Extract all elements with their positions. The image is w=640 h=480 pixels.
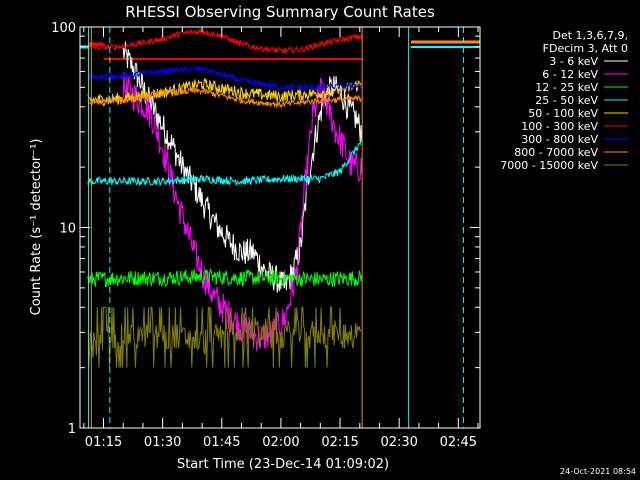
axis-ticks: 1 10 100 01:15 01:30 01:45 02:00 02:15 02:30 02:4… [51, 21, 480, 450]
x-tick-label: 01:45 [203, 435, 240, 450]
x-tick-label: 02:15 [321, 435, 358, 450]
legend-header-line-2: FDecim 3, Att 0 [543, 42, 628, 55]
series-layer [87, 28, 363, 369]
y-tick-label: 1 [68, 422, 76, 437]
legend-entry-label: 25 - 50 keV [535, 94, 598, 107]
chart-title: RHESSI Observing Summary Count Rates [125, 3, 435, 21]
x-tick-label: 02:45 [440, 435, 477, 450]
x-tick-label: 01:30 [144, 435, 181, 450]
series-line-6 [87, 28, 363, 54]
series-line-3 [87, 267, 363, 288]
legend-header-line-1: Det 1,3,6,7,9, [552, 29, 628, 42]
y-tick-label: 100 [51, 21, 76, 36]
series-line-7 [87, 65, 363, 92]
y-axis-label: Count Rate (s⁻¹ detector⁻¹) [29, 139, 44, 316]
x-tick-label: 02:30 [380, 435, 417, 450]
legend-entry-label: 12 - 25 keV [535, 81, 598, 94]
x-tick-label: 01:15 [85, 435, 122, 450]
flag-bars [80, 40, 480, 60]
footer-timestamp: 24-Oct-2021 08:54 [560, 467, 636, 476]
series-line-8 [87, 87, 363, 109]
x-tick-label: 02:00 [262, 435, 299, 450]
legend-entry-label: 6 - 12 keV [542, 68, 598, 81]
series-line-9 [87, 306, 362, 369]
legend: Det 1,3,6,7,9, FDecim 3, Att 0 3 - 6 keV… [500, 29, 628, 172]
y-tick-label: 10 [59, 222, 76, 237]
legend-entry-label: 50 - 100 keV [528, 107, 598, 120]
x-axis-label: Start Time (23-Dec-14 01:09:02) [177, 457, 389, 472]
legend-entry-label: 100 - 300 keV [521, 120, 598, 133]
legend-entry-label: 800 - 7000 keV [514, 146, 598, 159]
legend-entry-label: 3 - 6 keV [549, 55, 598, 68]
legend-entry-label: 300 - 800 keV [521, 133, 598, 146]
legend-entry-label: 7000 - 15000 keV [500, 159, 598, 172]
series-line-4 [87, 137, 363, 188]
